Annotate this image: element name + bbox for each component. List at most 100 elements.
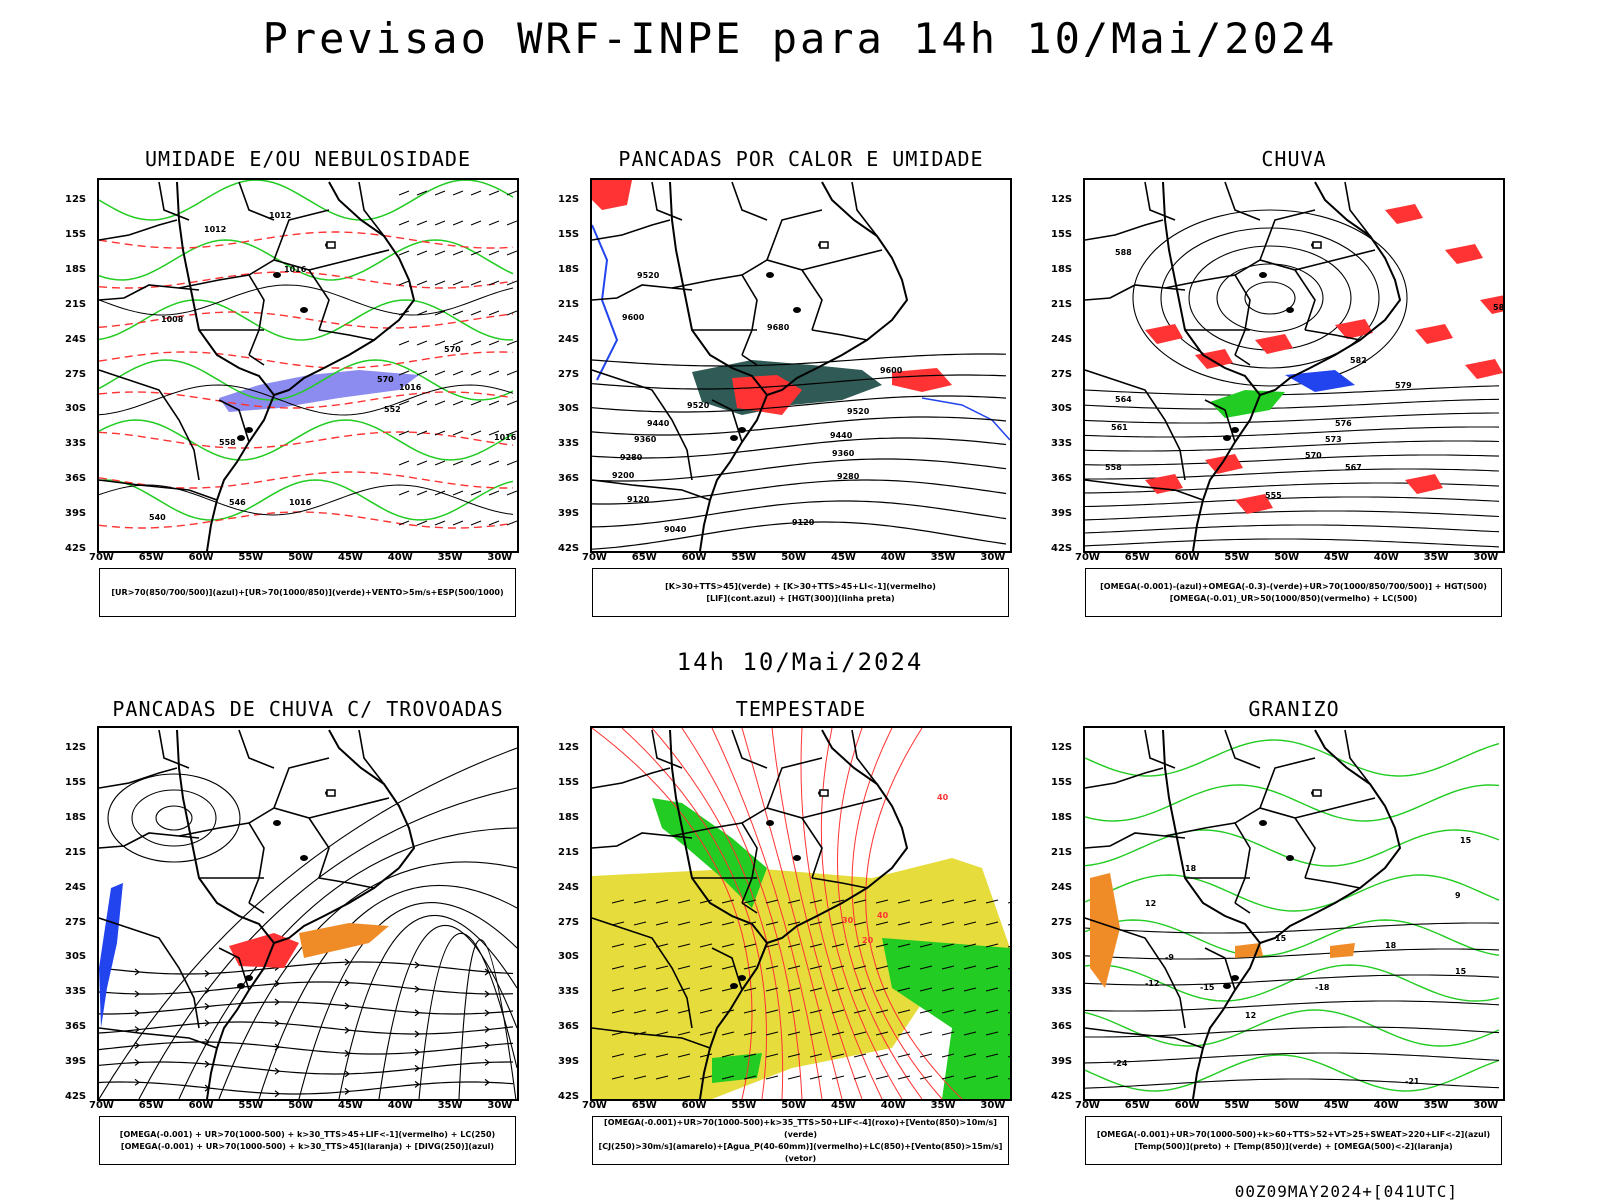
wind-vector [452, 280, 464, 286]
contour-label: -15 [1200, 983, 1215, 992]
wind-vector [963, 1009, 977, 1014]
contour-label: 1008 [161, 315, 184, 324]
coastline-east [273, 181, 416, 396]
contour-label: 1016 [494, 433, 517, 442]
contour-label: 1012 [269, 211, 291, 220]
contour-label: 9360 [832, 449, 855, 458]
country-border [308, 249, 390, 271]
wind-vector [506, 340, 517, 346]
wind-vector [655, 1075, 669, 1080]
wind-vector [488, 460, 500, 466]
country-border [99, 284, 200, 301]
map-canvas: 40 40 30 20 [592, 728, 1010, 1099]
latitude-tick-label: 24S [558, 881, 580, 893]
map-canvas: -9 -12 -15 -18 -21 -24 15 12 18 15 9 18 15 12 [1085, 729, 1500, 1099]
wind-vector [398, 520, 410, 526]
flow-arrow [134, 1078, 140, 1086]
wind-vector [831, 899, 845, 904]
country-border [1234, 902, 1251, 914]
country-border [801, 797, 883, 819]
wind-vector [941, 965, 955, 970]
wind-vector [941, 921, 955, 926]
country-border [592, 479, 711, 501]
temp850-contour [1085, 919, 1500, 957]
wind-vector [897, 943, 911, 948]
country-border [273, 209, 330, 261]
wind-vector [452, 490, 464, 496]
height-contour [1085, 426, 1500, 438]
longitude-tick-label: 65W [138, 552, 164, 563]
flow-arrow [274, 1019, 280, 1027]
height-contour [592, 500, 1007, 528]
wind-vector [699, 921, 713, 926]
flow-arrow [344, 1049, 350, 1057]
longitude-tick-label: 35W [930, 552, 956, 563]
wind-vector [655, 1031, 669, 1036]
lake-mark [273, 272, 281, 278]
longitude-tick-label: 30W [487, 1100, 513, 1111]
wind-vector [398, 430, 410, 436]
pressure-contour [99, 384, 514, 416]
wind-vector [985, 987, 999, 992]
height-contour [1085, 538, 1500, 548]
contour-label: 567 [1345, 463, 1362, 472]
country-border [99, 479, 218, 501]
contour-label: -18 [1315, 983, 1330, 992]
longitude-tick-label: 35W [1423, 1100, 1449, 1111]
strong-rain-area [1210, 390, 1285, 418]
country-border [1164, 274, 1251, 356]
capital-mark [1312, 241, 1322, 249]
wind-vector [809, 1031, 823, 1036]
wind-vector [699, 943, 713, 948]
wind-vector [765, 1075, 779, 1080]
forecast-map: 9520 9600 9680 9520 9440 9360 9280 9200 9120 9040… [590, 178, 1012, 553]
country-border [1085, 1027, 1204, 1049]
country-border [811, 329, 868, 341]
country-border [158, 729, 190, 769]
coastline-east [766, 729, 909, 944]
height-contour [1085, 524, 1500, 534]
wind-vector [470, 430, 482, 436]
latitude-tick-label: 27S [65, 916, 87, 928]
wind-vector [699, 965, 713, 970]
flow-arrow [414, 1030, 420, 1038]
lake-mark [766, 820, 774, 826]
wind-vector [721, 899, 735, 904]
longitude-tick-label: 30W [487, 552, 513, 563]
forecast-map: 1012 1012 1016 1008 1016 1016 1016 570 570 552 558… [97, 178, 519, 553]
wind-vector [831, 965, 845, 970]
wind-vector [470, 250, 482, 256]
flow-arrow [134, 990, 140, 998]
latitude-tick-label: 21S [558, 846, 580, 858]
height-contour [592, 416, 1007, 436]
wind-vector [434, 460, 446, 466]
wind-vector [655, 1053, 669, 1058]
temp500-contour [1085, 948, 1500, 960]
country-border [1224, 729, 1261, 769]
flow-arrow [414, 1080, 420, 1088]
wind-vector [809, 899, 823, 904]
latitude-tick-label: 39S [65, 1056, 87, 1068]
contour-label: 9600 [880, 366, 903, 375]
thickness-contour [99, 311, 514, 329]
flow-arrow [204, 1060, 210, 1068]
thickness-contour [99, 271, 514, 289]
divergence-area [99, 883, 123, 1028]
latitude-tick-label: 18S [1051, 263, 1073, 275]
latitude-tick-label: 33S [1051, 438, 1073, 450]
contour-label: 558 [1105, 463, 1122, 472]
wind-vector [919, 921, 933, 926]
longitude-tick-label: 40W [387, 1100, 413, 1111]
contour-label: 585 [1493, 303, 1503, 312]
latitude-tick-label: 15S [558, 776, 580, 788]
wind-vector [611, 943, 625, 948]
latitude-tick-label: 12S [558, 742, 580, 753]
panel-legend: [OMEGA(-0.001)+UR>70(1000-500)+k>35_TTS>… [592, 1116, 1009, 1165]
country-border [592, 284, 693, 301]
wind-vector [721, 1053, 735, 1058]
country-border [1085, 369, 1186, 481]
flow-arrow [134, 1009, 140, 1017]
wind-vector [963, 899, 977, 904]
wind-vector [853, 987, 867, 992]
lake-mark [1259, 820, 1267, 826]
